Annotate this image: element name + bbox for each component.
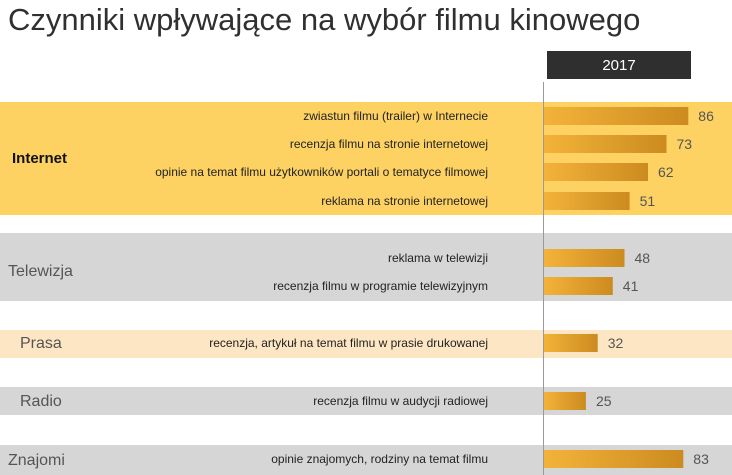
value-label: 73 (676, 136, 693, 152)
group-label-telewizja: Telewizja (8, 263, 73, 280)
category-label: reklama na stronie internetowej (321, 194, 488, 208)
series-year-label: 2017 (547, 51, 691, 79)
bar-znajomi-0 (544, 450, 684, 468)
category-label: recenzja filmu na stronie internetowej (289, 137, 488, 151)
value-label: 32 (607, 335, 624, 351)
category-label: opinie znajomych, rodziny na temat filmu (271, 452, 488, 466)
bar-telewizja-0 (544, 249, 625, 267)
value-label: 86 (698, 108, 714, 124)
bar-telewizja-1 (544, 277, 613, 295)
group-label-prasa: Prasa (20, 335, 62, 352)
value-label: 41 (622, 278, 639, 294)
bar-prasa-0 (544, 334, 598, 352)
category-label: recenzja, artykuł na temat filmu w prasi… (209, 336, 488, 350)
bar-internet-3 (544, 192, 630, 210)
axis-line (543, 82, 544, 475)
group-label-znajomi: Znajomi (8, 452, 65, 469)
value-label: 83 (693, 451, 709, 467)
category-label: recenzja filmu w programie telewizyjnym (273, 279, 488, 293)
group-band-prasa (0, 330, 732, 358)
category-label: recenzja filmu w audycji radiowej (313, 394, 488, 408)
bar-internet-0 (544, 107, 689, 125)
bar-internet-2 (544, 163, 648, 181)
group-label-internet: Internet (12, 150, 68, 167)
value-label: 62 (658, 164, 674, 180)
chart-title: Czynniki wpływające na wybór filmu kinow… (8, 2, 641, 37)
category-label: opinie na temat filmu użytkowników porta… (155, 165, 488, 179)
bar-internet-1 (544, 135, 667, 153)
value-label: 25 (596, 393, 612, 409)
value-label: 51 (639, 193, 656, 209)
category-label: reklama w telewizji (387, 251, 488, 265)
category-label: zwiastun filmu (trailer) w Internecie (303, 109, 488, 123)
bar-radio-0 (544, 392, 586, 410)
value-label: 48 (634, 250, 651, 266)
group-label-radio: Radio (20, 393, 62, 410)
group-band-radio (0, 387, 732, 415)
